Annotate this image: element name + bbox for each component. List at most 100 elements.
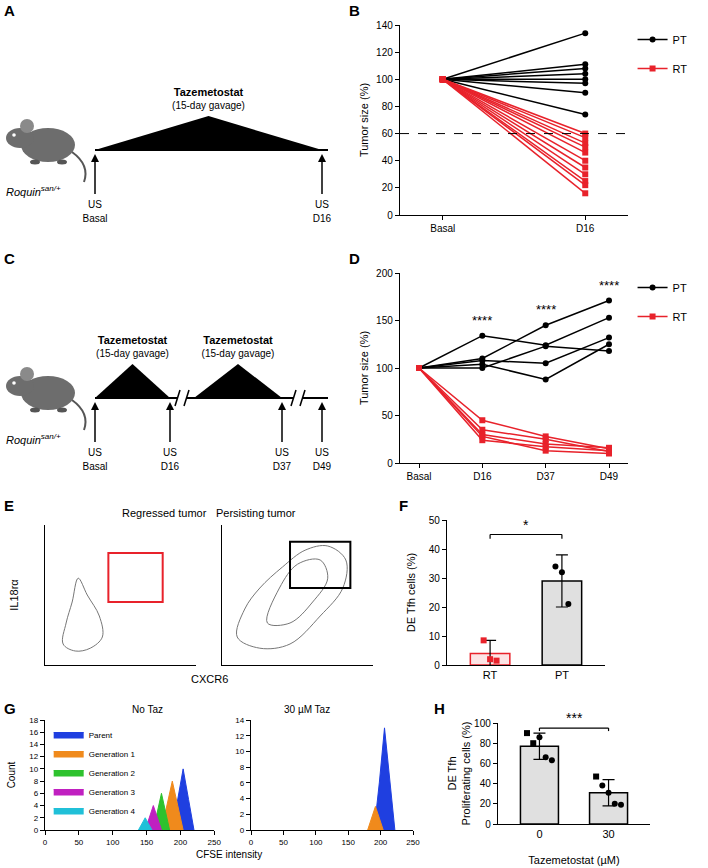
svg-text:D16: D16 [161,461,180,472]
svg-text:****: **** [536,302,556,317]
svg-text:PT: PT [673,34,687,46]
svg-text:****: **** [472,313,492,328]
svg-text:100: 100 [309,838,323,847]
svg-text:0: 0 [485,819,491,830]
svg-text:150: 150 [140,838,154,847]
svg-text:150: 150 [342,838,356,847]
svg-text:No Taz: No Taz [132,704,163,715]
svg-text:8: 8 [34,777,39,786]
svg-text:0: 0 [43,838,48,847]
svg-text:0: 0 [249,838,254,847]
svg-text:Basal: Basal [82,461,107,472]
svg-text:D37: D37 [273,461,292,472]
svg-text:4: 4 [34,801,39,810]
svg-text:US: US [315,447,329,458]
svg-text:40: 40 [480,778,492,789]
svg-text:50: 50 [382,410,394,421]
svg-text:(15-day gavage): (15-day gavage) [96,348,169,359]
svg-text:PT: PT [555,669,569,681]
svg-text:RT: RT [673,63,688,75]
svg-text:12: 12 [29,752,38,761]
svg-text:100: 100 [376,74,393,85]
svg-text:14: 14 [235,716,244,725]
svg-text:18: 18 [29,716,38,725]
svg-text:CXCR6: CXCR6 [191,673,228,685]
svg-text:2: 2 [34,814,39,823]
svg-text:12: 12 [235,732,244,741]
svg-text:DE Tfh cells (%): DE Tfh cells (%) [405,553,417,632]
svg-text:0: 0 [387,210,393,221]
svg-text:20: 20 [480,798,492,809]
svg-text:20: 20 [429,602,441,613]
svg-text:Tazemetostat: Tazemetostat [98,334,168,346]
svg-text:US: US [163,447,177,458]
svg-text:Tumor size (%): Tumor size (%) [358,331,370,405]
svg-text:50: 50 [279,838,288,847]
svg-text:Tazemetostat: Tazemetostat [174,86,244,98]
svg-text:100: 100 [376,363,393,374]
svg-text:80: 80 [382,101,394,112]
svg-text:Regressed tumor: Regressed tumor [122,507,207,519]
svg-text:Generation 2: Generation 2 [89,769,136,778]
svg-text:Generation 1: Generation 1 [89,750,136,759]
svg-text:150: 150 [376,315,393,326]
svg-text:***: *** [566,710,583,726]
svg-text:D16: D16 [313,213,332,224]
svg-text:14: 14 [29,740,38,749]
svg-text:20: 20 [382,182,394,193]
svg-text:140: 140 [376,20,393,31]
svg-text:200: 200 [174,838,188,847]
svg-text:D49: D49 [600,471,619,482]
svg-text:100: 100 [474,718,491,729]
svg-text:200: 200 [376,268,393,279]
svg-text:50: 50 [429,515,441,526]
svg-text:60: 60 [480,758,492,769]
svg-text:DE TfhProliferating cells (%): DE TfhProliferating cells (%) [446,722,472,826]
svg-text:Generation 3: Generation 3 [89,788,136,797]
svg-text:CFSE intensity: CFSE intensity [196,849,262,860]
svg-text:10: 10 [29,765,38,774]
svg-text:0: 0 [240,826,245,835]
svg-text:Count: Count [6,761,17,788]
svg-text:Generation 4: Generation 4 [89,807,136,816]
svg-text:Parent: Parent [89,731,113,740]
svg-text:10: 10 [429,631,441,642]
svg-text:60: 60 [382,128,394,139]
svg-text:Basal: Basal [430,223,455,234]
svg-text:50: 50 [74,838,83,847]
svg-text:0: 0 [536,828,542,840]
svg-text:D16: D16 [473,471,492,482]
svg-text:6: 6 [34,789,39,798]
svg-text:D37: D37 [536,471,555,482]
svg-text:250: 250 [208,838,222,847]
svg-text:0: 0 [434,660,440,671]
svg-text:Basal: Basal [82,213,107,224]
svg-text:8: 8 [240,763,245,772]
svg-text:US: US [88,199,102,210]
svg-text:Persisting tumor: Persisting tumor [216,507,296,519]
svg-text:30: 30 [602,828,614,840]
svg-text:PT: PT [673,282,687,294]
svg-text:16: 16 [29,728,38,737]
svg-text:6: 6 [240,779,245,788]
svg-text:2: 2 [240,810,245,819]
svg-text:Tumor size (%): Tumor size (%) [358,83,370,157]
svg-text:US: US [315,199,329,210]
svg-text:120: 120 [376,47,393,58]
svg-text:80: 80 [480,738,492,749]
svg-text:****: **** [599,278,619,293]
svg-text:30: 30 [429,573,441,584]
svg-text:US: US [275,447,289,458]
svg-text:10: 10 [235,747,244,756]
svg-text:*: * [523,517,529,533]
svg-text:4: 4 [240,794,245,803]
svg-text:D16: D16 [576,223,595,234]
svg-text:40: 40 [382,155,394,166]
svg-text:250: 250 [406,838,420,847]
svg-text:RT: RT [483,669,498,681]
svg-text:(15-day gavage): (15-day gavage) [202,348,275,359]
svg-text:D49: D49 [313,461,332,472]
svg-text:Tazemetostat (µM): Tazemetostat (µM) [528,854,619,866]
svg-text:40: 40 [429,544,441,555]
svg-text:RT: RT [673,311,688,323]
